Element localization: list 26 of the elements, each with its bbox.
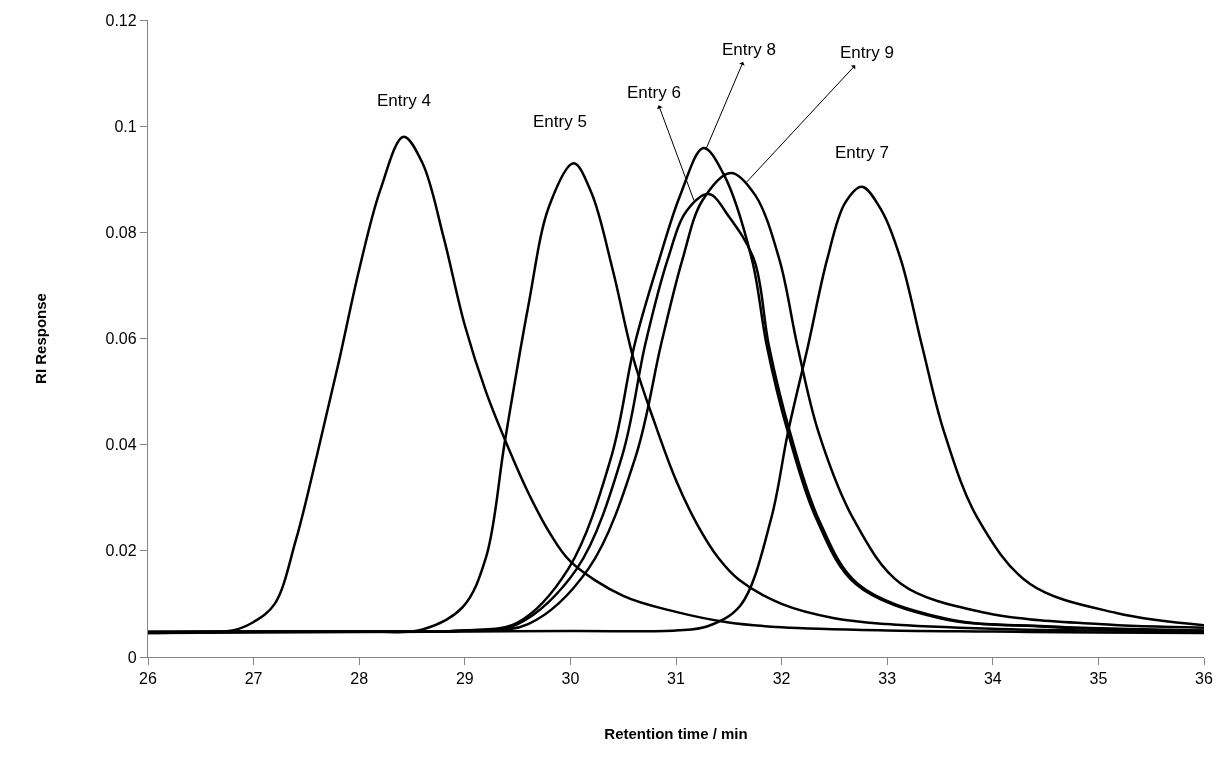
y-tick-label: 0 <box>127 648 137 666</box>
x-tick-label: 33 <box>878 670 897 688</box>
x-tick-label: 36 <box>1195 670 1213 688</box>
y-axis-title: RI Response <box>31 293 49 384</box>
y-tick-label: 0.02 <box>105 542 137 560</box>
x-tick-label: 26 <box>139 670 157 688</box>
y-tick-label: 0.1 <box>114 117 137 135</box>
annotation: Entry 4 <box>377 91 431 110</box>
x-tick-label: 32 <box>772 670 791 688</box>
x-tick-label: 34 <box>983 670 1002 688</box>
x-tick-label: 30 <box>561 670 580 688</box>
y-tick-label: 0.08 <box>105 223 137 241</box>
annotation: Entry 6 <box>627 83 681 102</box>
x-tick-label: 35 <box>1089 670 1108 688</box>
annotation: Entry 9 <box>840 43 894 62</box>
x-tick-label: 29 <box>455 670 474 688</box>
x-tick-label: 28 <box>350 670 369 688</box>
annotation: Entry 5 <box>533 112 587 131</box>
x-tick-label: 31 <box>667 670 685 688</box>
x-tick-label: 27 <box>244 670 263 688</box>
x-axis-title: Retention time / min <box>604 725 748 743</box>
y-tick-label: 0.04 <box>105 436 137 454</box>
annotation: Entry 7 <box>835 143 889 162</box>
annotation: Entry 8 <box>722 40 776 59</box>
y-tick-label: 0.06 <box>105 330 137 348</box>
y-tick-label: 0.12 <box>105 11 137 29</box>
